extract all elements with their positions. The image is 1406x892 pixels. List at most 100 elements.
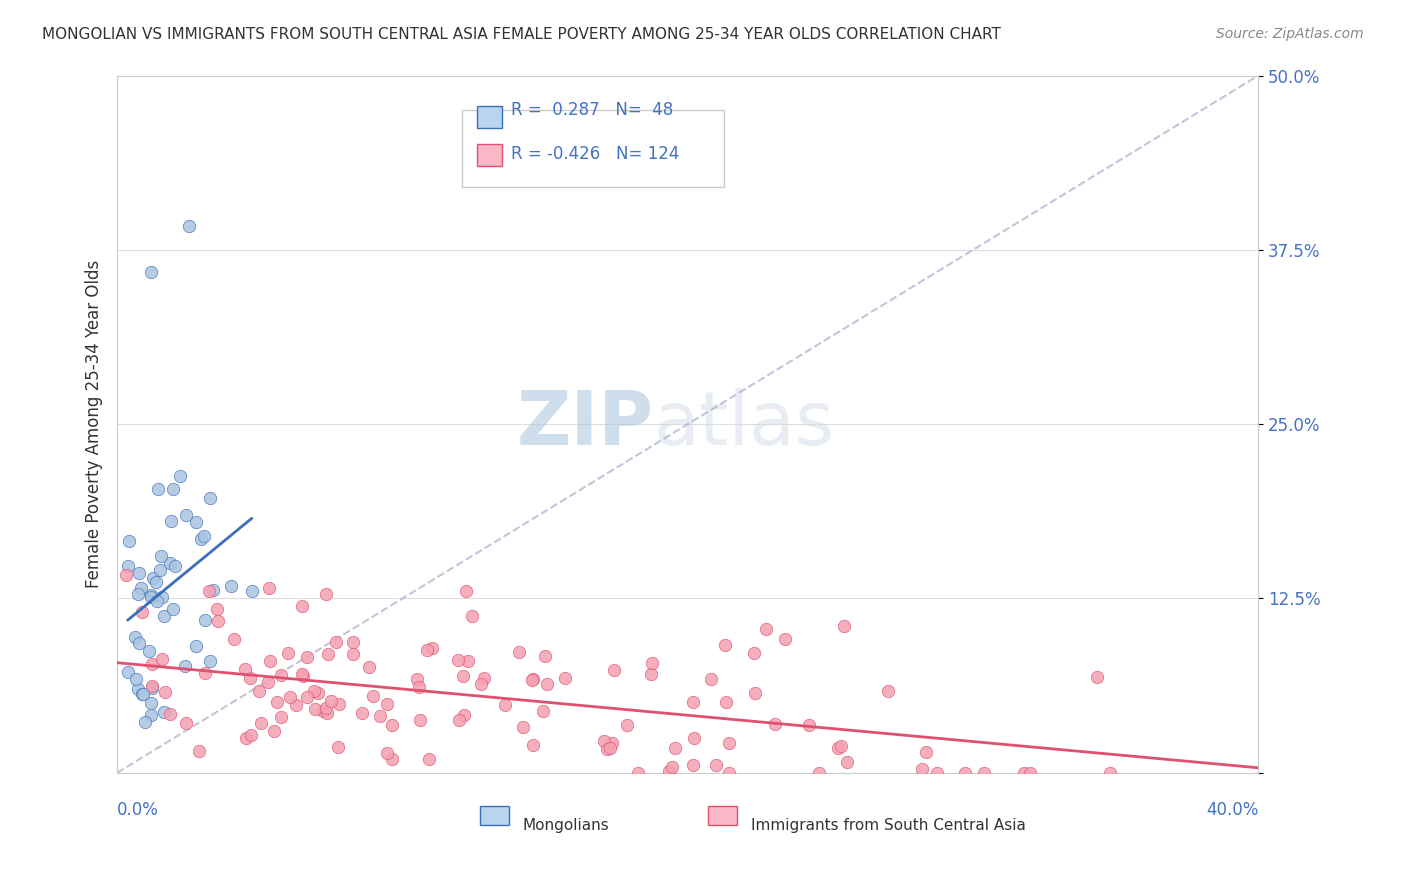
- Point: [139, 265, 162, 279]
- Point: [128, 636, 150, 650]
- Point: [973, 765, 995, 780]
- Point: [775, 632, 797, 646]
- Point: [131, 688, 153, 702]
- Point: [139, 697, 162, 711]
- Point: [368, 709, 391, 723]
- Point: [717, 736, 740, 750]
- Point: [250, 716, 273, 731]
- Point: [381, 751, 404, 765]
- Point: [222, 632, 245, 646]
- Point: [457, 654, 479, 668]
- Point: [132, 687, 155, 701]
- Point: [257, 582, 280, 596]
- Point: [661, 760, 683, 774]
- Point: [150, 652, 173, 666]
- Point: [198, 654, 221, 668]
- Point: [205, 602, 228, 616]
- Point: [763, 717, 786, 731]
- Point: [297, 649, 319, 664]
- Point: [198, 583, 221, 598]
- Point: [219, 578, 242, 592]
- Point: [755, 622, 778, 636]
- Point: [259, 654, 281, 668]
- Point: [409, 713, 432, 727]
- Point: [165, 558, 187, 573]
- Point: [169, 469, 191, 483]
- Point: [714, 638, 737, 652]
- Point: [270, 668, 292, 682]
- Point: [139, 707, 162, 722]
- Point: [603, 663, 626, 677]
- Point: [522, 739, 544, 753]
- Point: [174, 508, 197, 522]
- Point: [207, 614, 229, 628]
- Point: [150, 591, 173, 605]
- Point: [139, 591, 162, 605]
- Point: [405, 672, 427, 686]
- Point: [233, 662, 256, 676]
- Point: [835, 755, 858, 769]
- Point: [139, 588, 162, 602]
- Point: [911, 762, 934, 776]
- Point: [420, 640, 443, 655]
- Point: [377, 747, 399, 761]
- FancyBboxPatch shape: [461, 111, 724, 187]
- Point: [328, 697, 350, 711]
- Point: [307, 686, 329, 700]
- Point: [508, 645, 530, 659]
- Point: [292, 669, 315, 683]
- Point: [131, 605, 153, 619]
- Point: [416, 642, 439, 657]
- Point: [456, 583, 478, 598]
- Point: [177, 219, 200, 233]
- Point: [159, 556, 181, 570]
- Point: [447, 713, 470, 727]
- Point: [304, 702, 326, 716]
- Point: [145, 574, 167, 589]
- Point: [316, 647, 339, 661]
- Point: [188, 744, 211, 758]
- Text: MONGOLIAN VS IMMIGRANTS FROM SOUTH CENTRAL ASIA FEMALE POVERTY AMONG 25-34 YEAR : MONGOLIAN VS IMMIGRANTS FROM SOUTH CENTR…: [42, 27, 1001, 42]
- Point: [174, 715, 197, 730]
- Bar: [709, 805, 737, 825]
- Point: [129, 581, 152, 595]
- Point: [304, 683, 326, 698]
- Point: [533, 648, 555, 663]
- Text: atlas: atlas: [654, 388, 835, 460]
- Point: [162, 482, 184, 496]
- Point: [284, 698, 307, 713]
- Point: [117, 665, 139, 679]
- Point: [453, 708, 475, 723]
- Point: [141, 679, 163, 693]
- Text: R = -0.426   N= 124: R = -0.426 N= 124: [510, 145, 679, 163]
- Point: [512, 720, 534, 734]
- Point: [700, 673, 723, 687]
- Point: [381, 718, 404, 732]
- Point: [115, 568, 138, 582]
- Point: [278, 690, 301, 704]
- Point: [616, 718, 638, 732]
- Point: [357, 660, 380, 674]
- Point: [239, 671, 262, 685]
- Point: [316, 706, 339, 720]
- Bar: [477, 145, 502, 166]
- Point: [159, 707, 181, 722]
- Point: [408, 680, 430, 694]
- Point: [664, 741, 686, 756]
- Point: [1014, 765, 1036, 780]
- Point: [312, 704, 335, 718]
- Point: [198, 491, 221, 506]
- Point: [682, 758, 704, 772]
- Point: [744, 686, 766, 700]
- Point: [832, 619, 855, 633]
- Point: [235, 731, 257, 746]
- Point: [925, 765, 948, 780]
- Point: [718, 765, 741, 780]
- Point: [202, 583, 225, 598]
- Point: [641, 656, 664, 670]
- Point: [596, 741, 619, 756]
- Text: 0.0%: 0.0%: [117, 801, 159, 819]
- Point: [627, 765, 650, 780]
- Point: [592, 734, 614, 748]
- Point: [536, 676, 558, 690]
